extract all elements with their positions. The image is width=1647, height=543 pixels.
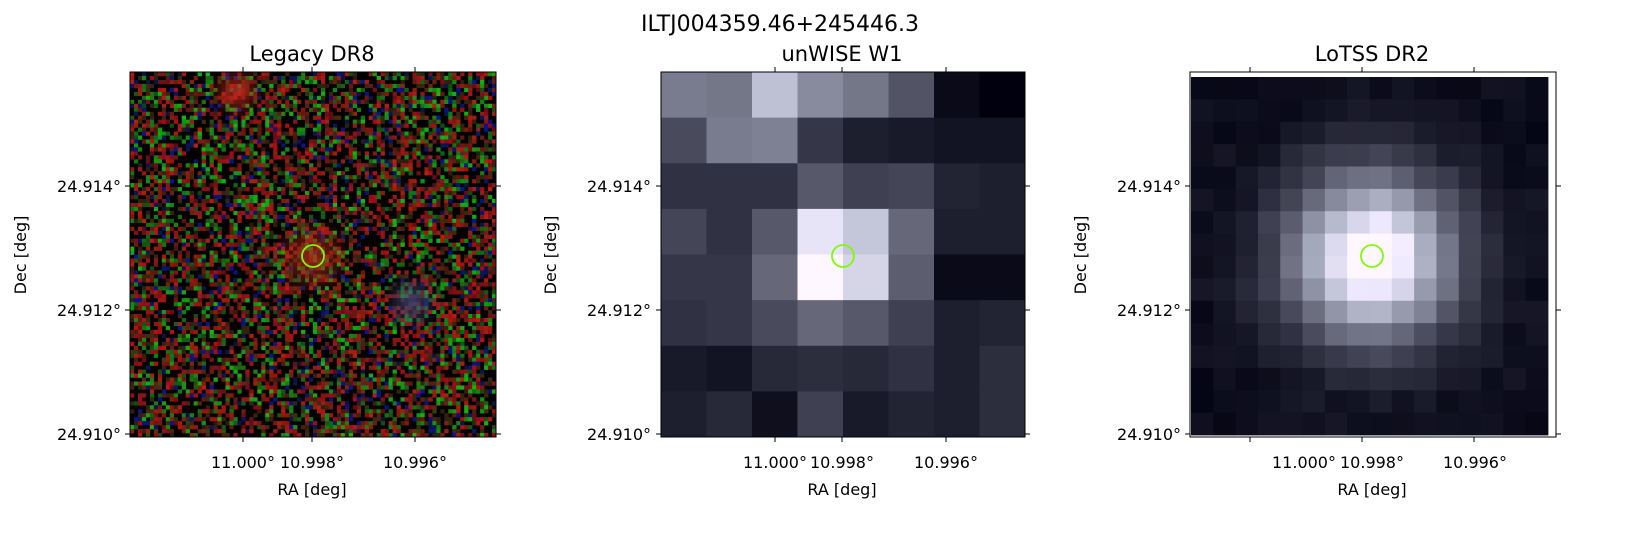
legacy-dr8-cutout-image: [130, 72, 497, 438]
y-axis-label: Dec [deg]: [541, 216, 560, 295]
x-tick-label: 10.996°: [383, 453, 447, 472]
y-tick-label: 24.910°: [587, 425, 651, 444]
image-frame: [129, 71, 497, 438]
figure-title: ILTJ004359.46+245446.3: [641, 12, 919, 37]
x-tick-label: 11.000°: [743, 453, 807, 472]
y-tick-label: 24.912°: [587, 301, 651, 320]
x-axis-label: RA [deg]: [1337, 480, 1406, 499]
panel-title: Legacy DR8: [249, 42, 374, 66]
axis-ticks: [1185, 67, 1561, 442]
panel-title: unWISE W1: [782, 42, 903, 66]
y-tick-label: 24.912°: [1117, 301, 1181, 320]
source-position-marker: [831, 244, 855, 268]
x-axis-label: RA [deg]: [807, 480, 876, 499]
panel-title: LoTSS DR2: [1315, 42, 1429, 66]
source-position-marker: [1360, 244, 1384, 268]
image-frame: [1189, 71, 1557, 438]
y-tick-label: 24.914°: [587, 177, 651, 196]
panel-unwise-w1: unWISE W1 11.000° 10.998° 10.996° 24.914…: [541, 42, 1030, 499]
panel-legacy-dr8: Legacy DR8 11.000° 10.998° 10.996° 24.91…: [11, 42, 501, 499]
y-axis-label: Dec [deg]: [11, 216, 30, 295]
lotss-dr2-cutout-image: [1190, 72, 1556, 437]
y-tick-label: 24.910°: [57, 425, 121, 444]
axis-ticks: [125, 67, 501, 442]
x-tick-label: 10.996°: [914, 453, 978, 472]
y-tick-label: 24.914°: [1117, 177, 1181, 196]
x-tick-label: 10.998°: [280, 453, 344, 472]
x-tick-label: 11.000°: [1272, 453, 1336, 472]
x-tick-label: 10.996°: [1443, 453, 1507, 472]
x-axis-label: RA [deg]: [277, 480, 346, 499]
x-tick-label: 10.998°: [1340, 453, 1404, 472]
unwise-w1-cutout-image: [661, 72, 1026, 438]
source-position-marker: [301, 244, 325, 268]
x-tick-label: 10.998°: [810, 453, 874, 472]
y-tick-label: 24.910°: [1117, 425, 1181, 444]
image-frame: [660, 71, 1026, 438]
axis-ticks: [656, 67, 1030, 442]
y-tick-label: 24.912°: [57, 301, 121, 320]
panel-lotss-dr2: LoTSS DR2 11.000° 10.998° 10.996° 24.914…: [1071, 42, 1561, 499]
x-tick-label: 11.000°: [211, 453, 275, 472]
y-tick-label: 24.914°: [57, 177, 121, 196]
y-axis-label: Dec [deg]: [1071, 216, 1090, 295]
